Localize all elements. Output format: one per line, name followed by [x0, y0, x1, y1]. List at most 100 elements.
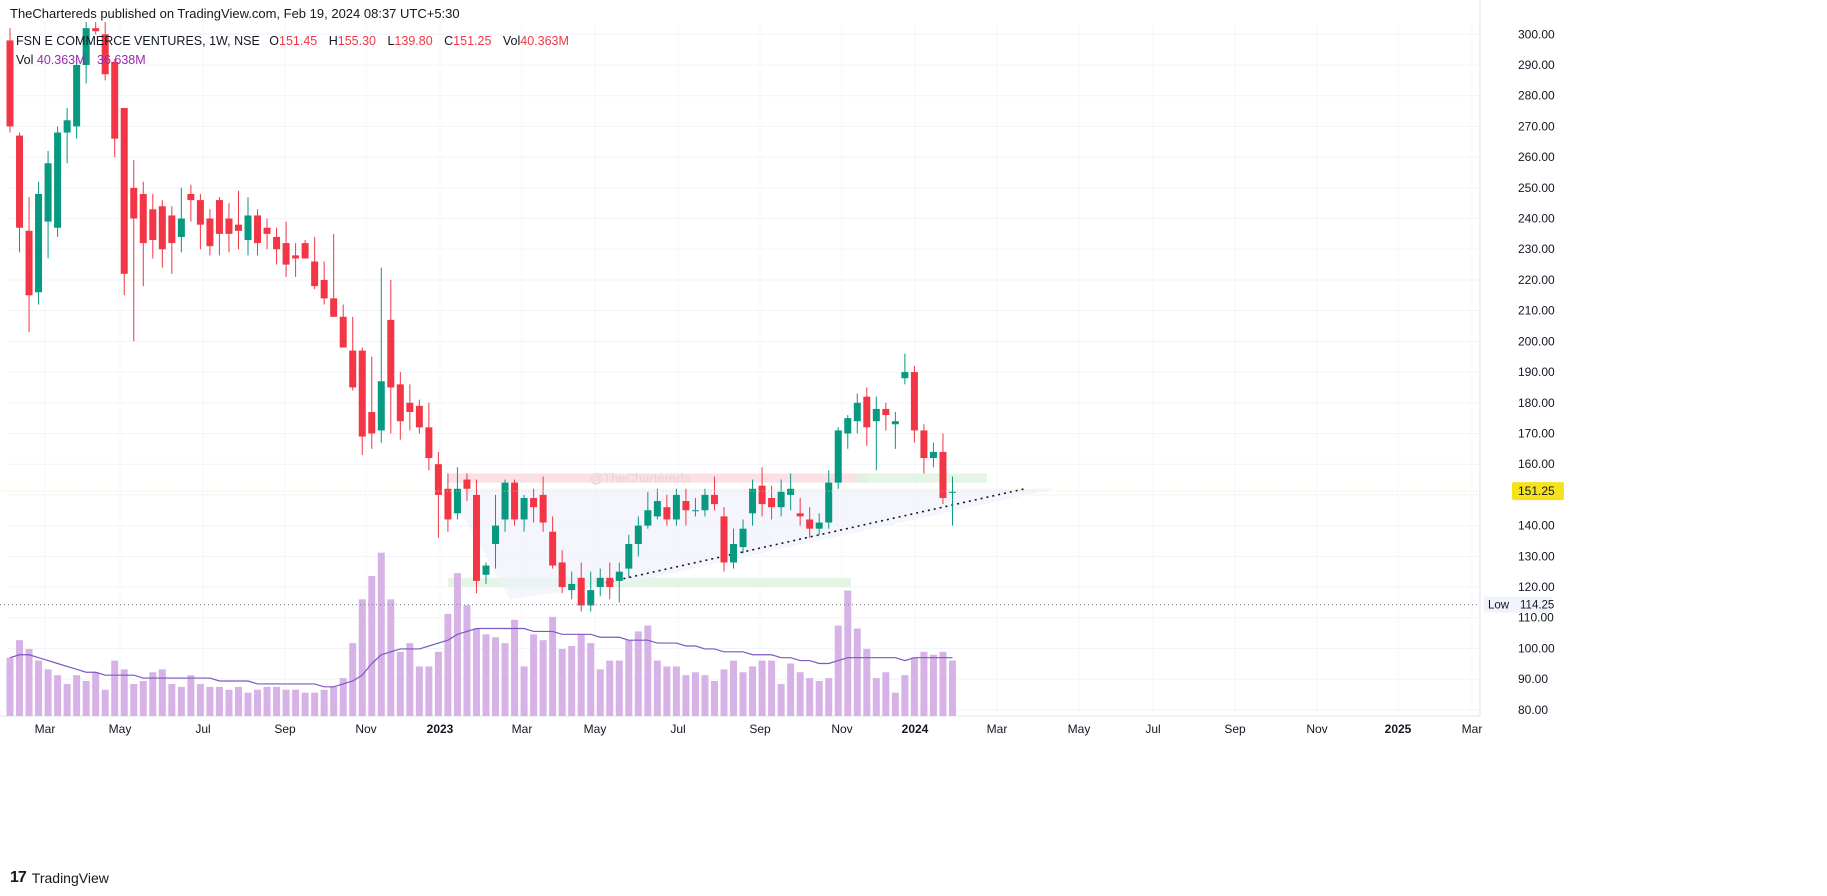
candle-body	[82, 28, 90, 65]
brand-label: TradingView	[31, 870, 109, 886]
volume-bar	[349, 643, 357, 716]
candle-body	[92, 28, 100, 32]
candle-body	[63, 120, 71, 133]
open-value: 151.45	[279, 34, 318, 48]
volume-bar	[853, 628, 861, 716]
volume-ma-line	[9, 627, 953, 688]
candle-body	[815, 522, 823, 529]
candle-body	[863, 396, 871, 428]
candle-body	[453, 488, 461, 514]
x-tick-label: 2023	[427, 722, 454, 736]
ohlc-line: FSN E COMMERCE VENTURES, 1W, NSE O151.45…	[16, 34, 569, 48]
volume-bar	[225, 689, 233, 716]
y-tick-label: 120.00	[1518, 580, 1555, 594]
volume-bar	[377, 552, 385, 716]
volume-bar	[44, 669, 52, 716]
candle-body	[691, 510, 699, 512]
candle-body	[844, 418, 852, 434]
volume-bar	[63, 683, 71, 716]
candle-body	[111, 61, 119, 139]
candle-body	[187, 193, 195, 201]
volume-bar	[511, 619, 519, 716]
low-marker-label: Low	[1488, 600, 1510, 612]
candle-body	[282, 243, 290, 265]
volume-bar	[720, 669, 728, 716]
volume-bar	[606, 660, 614, 716]
volume-bar	[882, 672, 890, 716]
candle-body	[301, 243, 309, 259]
volume-bar	[187, 675, 195, 716]
candle-body	[349, 350, 357, 388]
volume-bar	[929, 654, 937, 716]
x-tick-label: May	[584, 722, 607, 736]
volume-bar	[149, 672, 157, 716]
candle-body	[796, 513, 804, 517]
candle-body	[196, 200, 204, 225]
candle-body	[615, 571, 623, 581]
x-tick-label: Mar	[1462, 722, 1483, 736]
volume-bar	[330, 686, 338, 716]
x-tick-label: May	[1068, 722, 1091, 736]
volume-bar	[615, 660, 623, 716]
candle-body	[273, 236, 281, 250]
volume-bar	[177, 686, 185, 716]
tradingview-logo-icon: 17	[10, 869, 27, 886]
candle-body	[720, 516, 728, 563]
candle-body	[206, 218, 214, 247]
candle-body	[16, 135, 24, 228]
volume-bar	[568, 646, 576, 716]
y-tick-label: 300.00	[1518, 27, 1555, 41]
volume-bar	[625, 640, 633, 716]
volume-bar	[130, 683, 138, 716]
volume-bar	[120, 669, 128, 716]
y-tick-label: 130.00	[1518, 549, 1555, 563]
x-tick-label: Mar	[987, 722, 1008, 736]
volume-bar	[749, 666, 757, 716]
volume-bar	[539, 640, 547, 716]
candle-body	[891, 421, 899, 425]
candle-body	[339, 316, 347, 348]
x-tick-label: 2024	[902, 722, 929, 736]
candle-body	[244, 215, 252, 241]
x-tick-label: Nov	[1306, 722, 1327, 736]
candle-body	[234, 224, 242, 231]
volume-bar	[815, 681, 823, 716]
x-tick-label: Sep	[274, 722, 296, 736]
x-tick-label: Nov	[831, 722, 852, 736]
candle-body	[682, 501, 690, 511]
volume-bar	[254, 689, 262, 716]
candle-body	[35, 193, 43, 293]
candle-body	[777, 491, 785, 508]
volume-value: 40.363M	[36, 53, 86, 67]
volume-bar	[558, 648, 566, 716]
volume-bar	[587, 643, 595, 716]
volume-bar	[777, 683, 785, 716]
volume-bar	[301, 692, 309, 716]
volume-bar	[796, 672, 804, 716]
candle-body	[387, 319, 395, 388]
candle-body	[596, 577, 604, 588]
candle-body	[472, 494, 480, 581]
candle-body	[834, 430, 842, 483]
x-tick-label: Jul	[195, 722, 210, 736]
x-tick-label: Mar	[512, 722, 533, 736]
candle-body	[501, 482, 509, 520]
candle-body	[749, 488, 757, 514]
volume-bar	[244, 692, 252, 716]
volume-bar	[463, 605, 471, 716]
candle-body	[120, 107, 128, 274]
low-marker-bg	[1484, 596, 1552, 613]
volume-bar	[292, 689, 300, 716]
low-marker-value: 114.25	[1520, 600, 1554, 612]
candle-body	[54, 132, 62, 228]
candle-body	[511, 482, 519, 520]
x-tick-label: 2025	[1385, 722, 1412, 736]
volume-bar	[139, 681, 147, 716]
y-tick-label: 260.00	[1518, 150, 1555, 164]
volume-legend: Vol 40.363M 36.638M	[16, 53, 146, 67]
candle-body	[672, 494, 680, 520]
candle-body	[44, 163, 52, 222]
volume-bar	[368, 576, 376, 716]
tradingview-footer[interactable]: 17 TradingView	[10, 869, 109, 887]
